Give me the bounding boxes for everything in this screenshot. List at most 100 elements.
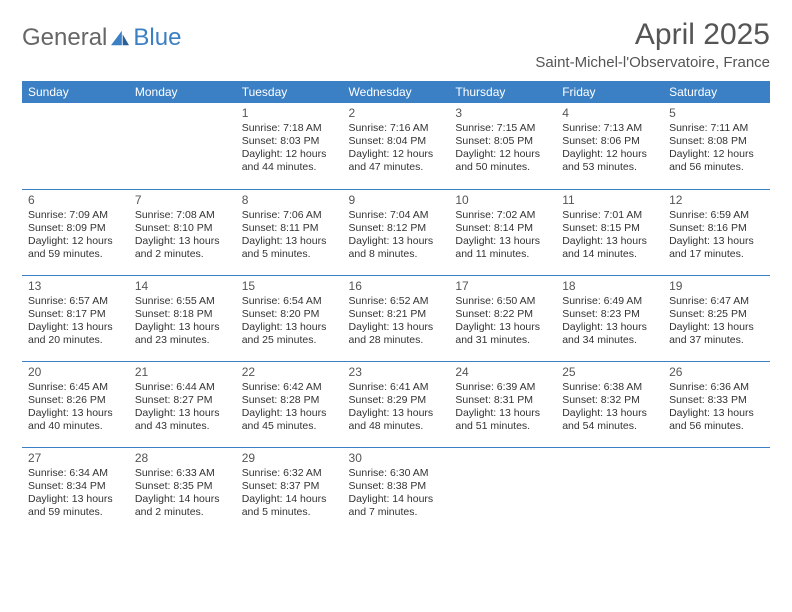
daylight-line: and 37 minutes. [669,334,764,347]
page-title: April 2025 [535,18,770,52]
daylight-line: Daylight: 12 hours [669,148,764,161]
sunset-line: Sunset: 8:20 PM [242,308,337,321]
calendar-week-row: 6Sunrise: 7:09 AMSunset: 8:09 PMDaylight… [22,189,770,275]
sunrise-line: Sunrise: 6:55 AM [135,295,230,308]
location-subtitle: Saint-Michel-l'Observatoire, France [535,54,770,71]
sunset-line: Sunset: 8:16 PM [669,222,764,235]
daylight-line: Daylight: 13 hours [135,321,230,334]
day-number: 14 [135,279,230,293]
daylight-line: Daylight: 12 hours [562,148,657,161]
calendar-day-cell: 23Sunrise: 6:41 AMSunset: 8:29 PMDayligh… [343,361,450,447]
day-number: 20 [28,365,123,379]
sunset-line: Sunset: 8:17 PM [28,308,123,321]
sunrise-line: Sunrise: 6:33 AM [135,467,230,480]
sunrise-line: Sunrise: 7:04 AM [349,209,444,222]
sunrise-line: Sunrise: 6:52 AM [349,295,444,308]
sunrise-line: Sunrise: 7:18 AM [242,122,337,135]
sunrise-line: Sunrise: 7:08 AM [135,209,230,222]
daylight-line: Daylight: 13 hours [669,407,764,420]
day-number: 4 [562,106,657,120]
calendar-day-cell: 27Sunrise: 6:34 AMSunset: 8:34 PMDayligh… [22,447,129,533]
sunset-line: Sunset: 8:15 PM [562,222,657,235]
daylight-line: and 2 minutes. [135,248,230,261]
brand-sail-icon [109,29,131,47]
daylight-line: and 28 minutes. [349,334,444,347]
sunset-line: Sunset: 8:34 PM [28,480,123,493]
day-number: 8 [242,193,337,207]
calendar-day-cell: 28Sunrise: 6:33 AMSunset: 8:35 PMDayligh… [129,447,236,533]
sunrise-line: Sunrise: 6:49 AM [562,295,657,308]
day-number: 26 [669,365,764,379]
daylight-line: and 44 minutes. [242,161,337,174]
sunrise-line: Sunrise: 6:57 AM [28,295,123,308]
daylight-line: Daylight: 14 hours [135,493,230,506]
daylight-line: Daylight: 13 hours [669,321,764,334]
day-number: 23 [349,365,444,379]
sunrise-line: Sunrise: 6:39 AM [455,381,550,394]
brand-part2: Blue [133,24,181,52]
sunset-line: Sunset: 8:33 PM [669,394,764,407]
sunrise-line: Sunrise: 6:38 AM [562,381,657,394]
calendar-day-cell: 30Sunrise: 6:30 AMSunset: 8:38 PMDayligh… [343,447,450,533]
day-number: 27 [28,451,123,465]
calendar-day-cell: 10Sunrise: 7:02 AMSunset: 8:14 PMDayligh… [449,189,556,275]
sunrise-line: Sunrise: 6:47 AM [669,295,764,308]
sunset-line: Sunset: 8:37 PM [242,480,337,493]
sunrise-line: Sunrise: 6:32 AM [242,467,337,480]
sunrise-line: Sunrise: 7:16 AM [349,122,444,135]
sunset-line: Sunset: 8:21 PM [349,308,444,321]
sunrise-line: Sunrise: 6:44 AM [135,381,230,394]
calendar-week-row: 20Sunrise: 6:45 AMSunset: 8:26 PMDayligh… [22,361,770,447]
sunrise-line: Sunrise: 7:09 AM [28,209,123,222]
daylight-line: and 14 minutes. [562,248,657,261]
sunrise-line: Sunrise: 6:36 AM [669,381,764,394]
day-number: 25 [562,365,657,379]
sunset-line: Sunset: 8:11 PM [242,222,337,235]
day-header: Saturday [663,81,770,103]
day-number: 11 [562,193,657,207]
calendar-day-cell: 2Sunrise: 7:16 AMSunset: 8:04 PMDaylight… [343,103,450,189]
calendar-day-cell: 11Sunrise: 7:01 AMSunset: 8:15 PMDayligh… [556,189,663,275]
calendar-day-cell: 7Sunrise: 7:08 AMSunset: 8:10 PMDaylight… [129,189,236,275]
sunset-line: Sunset: 8:08 PM [669,135,764,148]
daylight-line: and 17 minutes. [669,248,764,261]
daylight-line: Daylight: 13 hours [28,493,123,506]
daylight-line: Daylight: 12 hours [242,148,337,161]
sunset-line: Sunset: 8:22 PM [455,308,550,321]
daylight-line: Daylight: 13 hours [562,407,657,420]
calendar-day-cell: 29Sunrise: 6:32 AMSunset: 8:37 PMDayligh… [236,447,343,533]
daylight-line: and 34 minutes. [562,334,657,347]
daylight-line: and 53 minutes. [562,161,657,174]
day-number: 6 [28,193,123,207]
calendar-day-cell: 3Sunrise: 7:15 AMSunset: 8:05 PMDaylight… [449,103,556,189]
day-number: 17 [455,279,550,293]
daylight-line: Daylight: 13 hours [349,321,444,334]
sunrise-line: Sunrise: 7:01 AM [562,209,657,222]
day-number: 30 [349,451,444,465]
daylight-line: Daylight: 13 hours [455,407,550,420]
calendar-day-cell: 25Sunrise: 6:38 AMSunset: 8:32 PMDayligh… [556,361,663,447]
day-number: 3 [455,106,550,120]
daylight-line: Daylight: 12 hours [349,148,444,161]
sunset-line: Sunset: 8:31 PM [455,394,550,407]
calendar-day-cell: 5Sunrise: 7:11 AMSunset: 8:08 PMDaylight… [663,103,770,189]
daylight-line: Daylight: 13 hours [349,407,444,420]
day-number: 29 [242,451,337,465]
day-number: 5 [669,106,764,120]
daylight-line: and 43 minutes. [135,420,230,433]
calendar-header-row: SundayMondayTuesdayWednesdayThursdayFrid… [22,81,770,103]
calendar-day-cell: 13Sunrise: 6:57 AMSunset: 8:17 PMDayligh… [22,275,129,361]
calendar-day-cell: 14Sunrise: 6:55 AMSunset: 8:18 PMDayligh… [129,275,236,361]
sunset-line: Sunset: 8:27 PM [135,394,230,407]
sunrise-line: Sunrise: 6:59 AM [669,209,764,222]
calendar-empty-cell [556,447,663,533]
sunrise-line: Sunrise: 6:41 AM [349,381,444,394]
daylight-line: and 48 minutes. [349,420,444,433]
sunset-line: Sunset: 8:10 PM [135,222,230,235]
daylight-line: Daylight: 13 hours [135,407,230,420]
daylight-line: Daylight: 13 hours [562,321,657,334]
daylight-line: Daylight: 13 hours [349,235,444,248]
daylight-line: and 59 minutes. [28,248,123,261]
day-number: 9 [349,193,444,207]
daylight-line: and 56 minutes. [669,161,764,174]
